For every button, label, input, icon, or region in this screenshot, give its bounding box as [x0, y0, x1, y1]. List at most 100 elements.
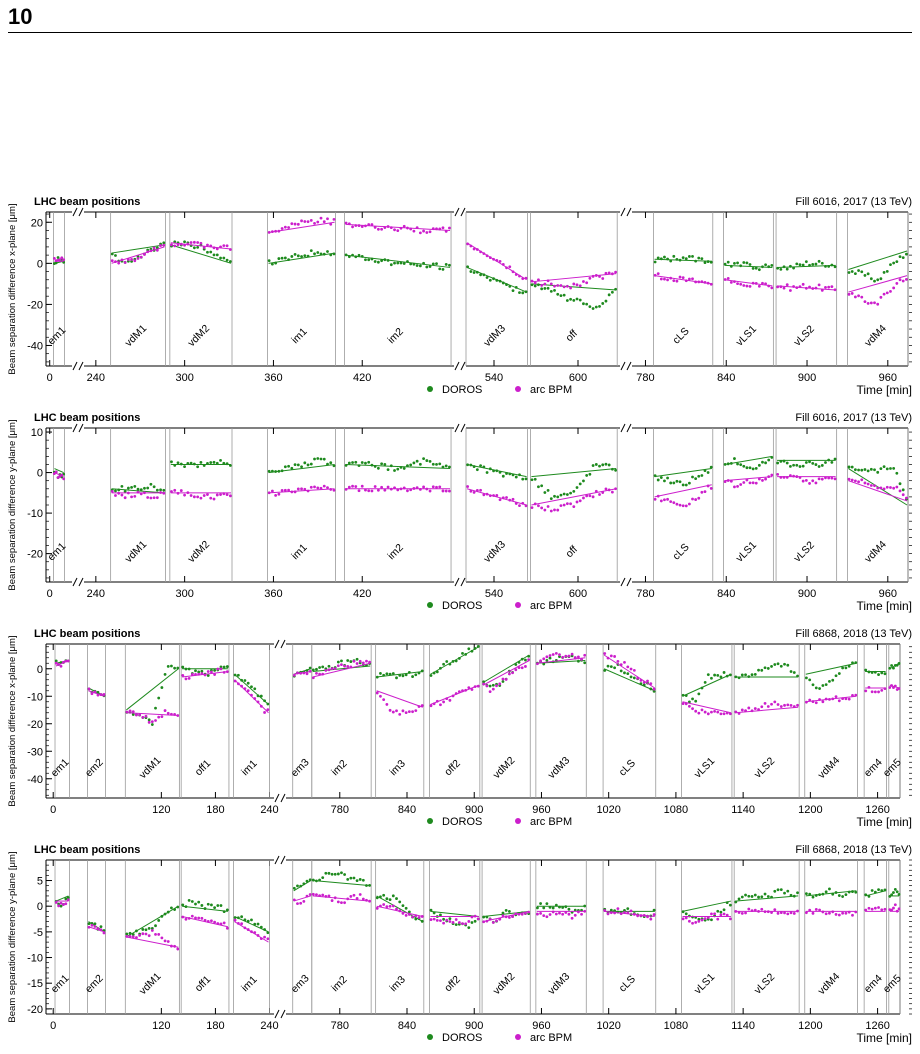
doros-point [877, 888, 880, 892]
x-tick-label: 540 [485, 588, 503, 600]
arc-bpm-point [206, 670, 210, 673]
arc-bpm-point [216, 667, 220, 671]
doros-point [125, 932, 129, 936]
doros-point [742, 464, 746, 468]
arc-bpm-fit-line [182, 915, 229, 928]
arc-bpm-point [539, 659, 542, 663]
doros-point [556, 495, 560, 499]
arc-bpm-point [879, 486, 883, 490]
doros-point [318, 666, 321, 669]
segment-label: em4 [862, 972, 885, 995]
doros-point [697, 692, 701, 696]
arc-bpm-point [776, 911, 780, 915]
doros-point [877, 673, 880, 676]
arc-bpm-point [163, 709, 167, 712]
doros-point [54, 659, 58, 663]
arc-bpm-point [649, 917, 653, 921]
doros-point [488, 278, 492, 282]
x-tick-label: 780 [636, 372, 654, 384]
arc-bpm-fit-line [268, 221, 335, 234]
arc-bpm-point [742, 284, 746, 287]
doros-point [779, 664, 783, 668]
doros-point [444, 263, 448, 266]
arc-bpm-point [222, 921, 226, 925]
doros-point [726, 260, 730, 264]
doros-point [632, 676, 636, 680]
arc-bpm-point [890, 908, 893, 912]
arc-bpm-point [147, 934, 151, 938]
arc-bpm-point [892, 286, 896, 290]
doros-point [303, 461, 307, 465]
legend-label-doros: DOROS [442, 600, 482, 612]
arc-bpm-point [138, 713, 142, 717]
arc-bpm-point [87, 687, 91, 691]
x-tick-label: 780 [331, 804, 349, 816]
x-tick-label: 780 [636, 588, 654, 600]
arc-bpm-point [841, 911, 845, 915]
doros-point [347, 461, 351, 465]
doros-point [414, 673, 418, 677]
doros-point [585, 302, 589, 306]
doros-point [773, 889, 777, 893]
doros-point [309, 249, 313, 253]
arc-bpm-point [694, 921, 698, 924]
arc-bpm-fit-line [735, 706, 799, 714]
segment-label: vLS1 [734, 539, 760, 565]
doros-point [733, 261, 736, 265]
arc-bpm-point [154, 932, 157, 936]
segment-label: em1 [45, 324, 68, 347]
arc-bpm-point [739, 483, 743, 486]
arc-bpm-point [706, 712, 710, 716]
arc-bpm-point [266, 708, 270, 712]
arc-bpm-point [893, 903, 897, 907]
arc-bpm-point [824, 286, 827, 289]
axis-break-mark [460, 423, 466, 433]
arc-bpm-point [808, 482, 811, 485]
arc-bpm-point [59, 664, 63, 668]
axis-break-mark [454, 577, 460, 587]
segment-label: em2 [83, 972, 106, 995]
doros-point [518, 291, 521, 295]
doros-point [763, 892, 767, 896]
segment-label: im1 [289, 326, 310, 347]
arc-bpm-point [309, 485, 313, 489]
doros-point [398, 900, 402, 904]
arc-bpm-point [860, 295, 864, 299]
doros-point [357, 253, 361, 257]
arc-bpm-point [747, 907, 751, 911]
arc-bpm-point [877, 690, 880, 694]
doros-point [343, 873, 346, 876]
doros-point [847, 664, 851, 668]
doros-point [501, 474, 505, 478]
arc-bpm-point [830, 285, 834, 289]
doros-point [114, 254, 117, 257]
arc-bpm-point [726, 276, 730, 280]
x-tick-label: 0 [47, 372, 53, 384]
doros-point [181, 903, 185, 907]
arc-bpm-point [277, 492, 281, 496]
y-tick-label: 20 [31, 217, 43, 229]
x-tick-label: 420 [353, 588, 371, 600]
doros-point [136, 487, 140, 491]
doros-point [748, 466, 752, 470]
x-tick-label: 1080 [664, 1020, 688, 1032]
doros-point [613, 666, 617, 670]
doros-point [798, 465, 802, 468]
arc-bpm-point [789, 911, 793, 915]
arc-bpm-point [429, 918, 433, 921]
x-tick-label: 960 [879, 372, 897, 384]
doros-point [687, 481, 691, 485]
doros-point [472, 271, 476, 274]
doros-point [779, 888, 783, 891]
doros-point [785, 461, 789, 465]
arc-bpm-point [364, 488, 367, 492]
arc-bpm-fit-line [430, 684, 480, 705]
arc-bpm-point [844, 697, 848, 701]
arc-bpm-point [895, 282, 899, 285]
axis-break-mark [78, 423, 84, 433]
x-tick-label: 120 [152, 1020, 170, 1032]
doros-point [853, 468, 857, 472]
segment-label: vdM4 [816, 754, 843, 781]
doros-point [594, 305, 598, 309]
x-tick-label: 240 [260, 1020, 278, 1032]
